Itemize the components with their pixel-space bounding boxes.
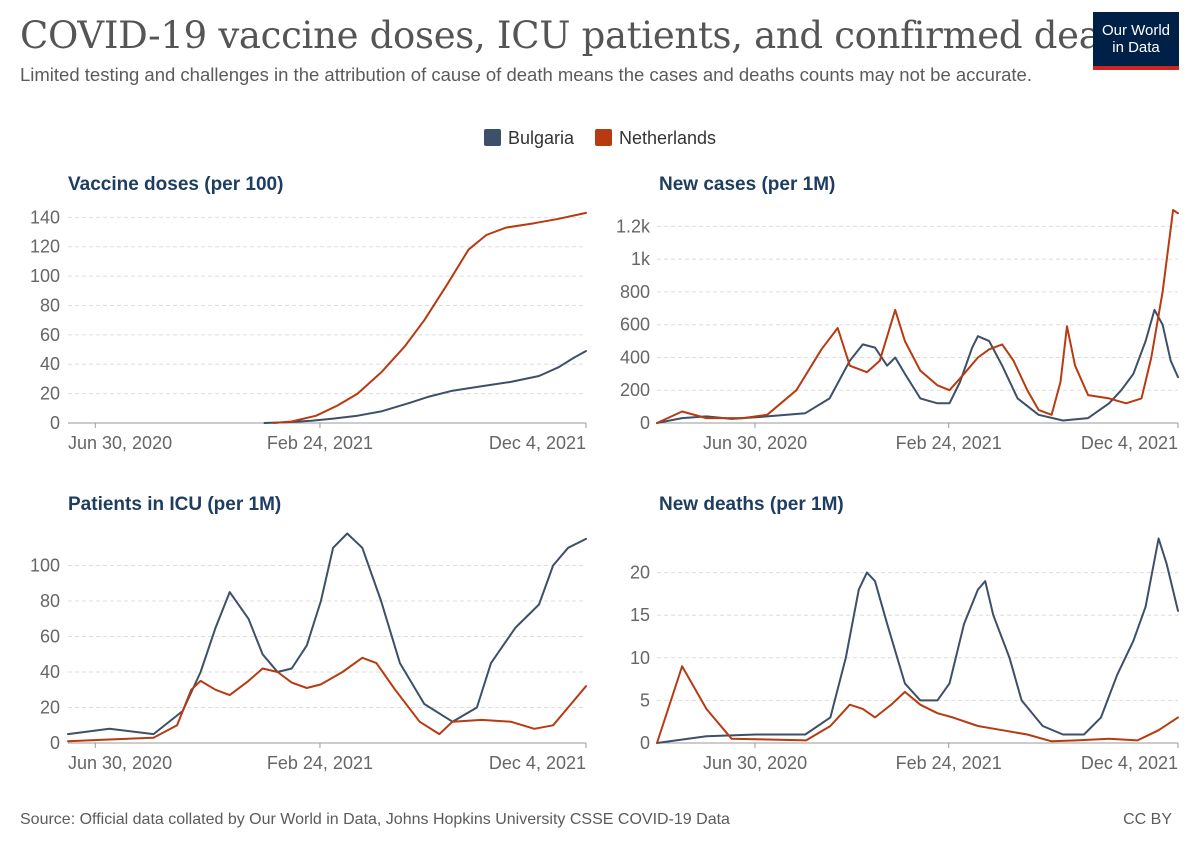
y-tick-label: 1.2k: [616, 216, 651, 236]
x-tick-label: Jun 30, 2020: [703, 433, 807, 453]
legend-label-netherlands: Netherlands: [619, 127, 717, 148]
y-tick-label: 140: [30, 207, 60, 227]
y-tick-label: 200: [620, 380, 650, 400]
legend-swatch-netherlands: [595, 128, 612, 146]
x-tick-label: Dec 4, 2021: [489, 433, 586, 453]
y-tick-label: 400: [620, 347, 650, 367]
legend-item-netherlands[interactable]: Netherlands: [595, 128, 716, 149]
y-tick-label: 80: [40, 295, 60, 315]
chart-panel-3: Patients in ICU (per 1M) 0 20 40 60 80 100 Jun …: [30, 494, 587, 773]
series-line-bulgaria: [656, 308, 1179, 424]
panel-title: New deaths (per 1M): [659, 494, 844, 515]
y-tick-label: 20: [40, 698, 60, 718]
x-tick-label: Dec 4, 2021: [489, 753, 586, 773]
y-tick-label: 120: [30, 237, 60, 257]
series-line-bulgaria: [656, 537, 1179, 744]
logo-line-2: in Data: [1112, 39, 1160, 56]
legend-swatch-bulgaria: [483, 128, 501, 146]
y-tick-label: 10: [630, 648, 650, 668]
y-tick-label: 0: [640, 733, 650, 753]
panel-title: Vaccine doses (per 100): [68, 174, 283, 195]
x-tick-label: Feb 24, 2021: [267, 433, 373, 453]
legend-item-bulgaria[interactable]: Bulgaria: [483, 127, 574, 149]
chart-panel-1: Vaccine doses (per 100) 0 20 40 60 80 100 120 14…: [30, 174, 587, 453]
x-tick-label: Dec 4, 2021: [1081, 753, 1178, 773]
page-title: COVID-19 vaccine doses, ICU patients, an…: [20, 14, 1158, 57]
y-tick-label: 60: [40, 325, 60, 345]
series-line-netherlands: [67, 656, 587, 743]
y-tick-label: 100: [30, 266, 60, 286]
series-line-netherlands: [656, 665, 1179, 744]
y-tick-label: 5: [640, 690, 650, 710]
y-tick-label: 600: [620, 315, 650, 335]
y-tick-label: 20: [630, 563, 650, 583]
y-tick-label: 0: [50, 733, 60, 753]
source-note: Source: Official data collated by Our Wo…: [20, 811, 730, 828]
series-line-bulgaria: [67, 532, 587, 736]
panel-title: Patients in ICU (per 1M): [68, 494, 281, 515]
y-tick-label: 80: [40, 591, 60, 611]
y-tick-label: 40: [40, 662, 60, 682]
series-line-netherlands: [656, 209, 1179, 424]
legend: Bulgaria Netherlands: [0, 127, 1200, 149]
y-tick-label: 15: [630, 605, 650, 625]
x-tick-label: Feb 24, 2021: [896, 753, 1002, 773]
y-tick-label: 100: [30, 556, 60, 576]
y-tick-label: 800: [620, 282, 650, 302]
chart-panel-2: New cases (per 1M) 0 200 400 600 800 1k 1.2k Jun…: [616, 174, 1179, 453]
license-label: CC BY: [1123, 811, 1172, 828]
x-tick-label: Jun 30, 2020: [68, 753, 172, 773]
x-tick-label: Feb 24, 2021: [896, 433, 1002, 453]
series-line-netherlands: [272, 211, 587, 424]
y-tick-label: 0: [640, 413, 650, 433]
y-tick-label: 0: [50, 413, 60, 433]
page-subtitle: Limited testing and challenges in the at…: [20, 64, 1032, 85]
y-tick-label: 1k: [631, 249, 651, 269]
x-tick-label: Jun 30, 2020: [703, 753, 807, 773]
chart-panel-4: New deaths (per 1M) 0 5 10 15 20 Jun 30, 2020 F…: [630, 494, 1179, 773]
y-tick-label: 20: [40, 384, 60, 404]
series-line-bulgaria: [263, 350, 587, 424]
x-tick-label: Jun 30, 2020: [68, 433, 172, 453]
y-tick-label: 40: [40, 354, 60, 374]
x-tick-label: Dec 4, 2021: [1081, 433, 1178, 453]
panel-title: New cases (per 1M): [659, 174, 835, 195]
x-tick-label: Feb 24, 2021: [267, 753, 373, 773]
owid-logo[interactable]: Our World in Data: [1093, 12, 1179, 70]
y-tick-label: 60: [40, 627, 60, 647]
legend-label-bulgaria: Bulgaria: [507, 127, 574, 148]
logo-line-1: Our World: [1101, 22, 1171, 39]
